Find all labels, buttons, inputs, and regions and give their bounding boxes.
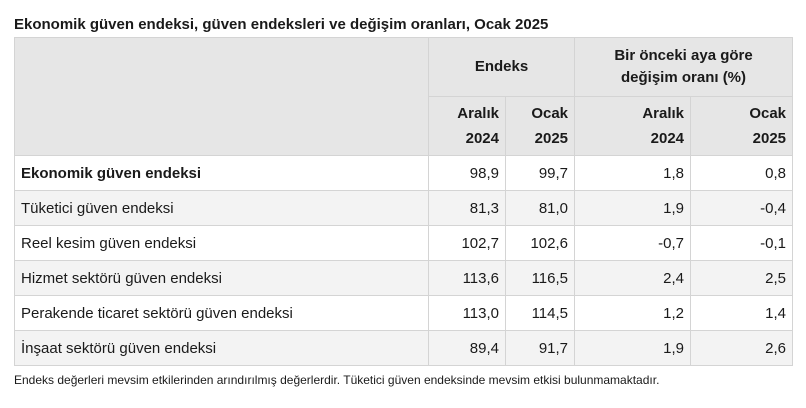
- cell-value: 98,9: [428, 155, 506, 191]
- row-label: Hizmet sektörü güven endeksi: [14, 260, 429, 296]
- header-col-change-dec: Aralık 2024: [574, 96, 692, 156]
- cell-value: 89,4: [428, 330, 506, 366]
- footnote: Endeks değerleri mevsim etkilerinden arı…: [14, 373, 660, 387]
- cell-value: 99,7: [504, 155, 576, 191]
- cell-value: 2,6: [690, 330, 794, 366]
- cell-value: 81,0: [504, 190, 576, 226]
- header-change-line2: değişim oranı (%): [621, 69, 747, 86]
- cell-value: 113,0: [428, 295, 506, 331]
- table-row: Reel kesim güven endeksi 102,7 102,6 -0,…: [14, 225, 794, 261]
- header-group-index: Endeks: [427, 37, 576, 97]
- cell-value: 2,5: [690, 260, 794, 296]
- cell-value: -0,7: [574, 225, 692, 261]
- cell-value: 114,5: [504, 295, 576, 331]
- cell-value: 102,7: [428, 225, 506, 261]
- row-label: Reel kesim güven endeksi: [14, 225, 429, 261]
- row-label: Tüketici güven endeksi: [14, 190, 429, 226]
- row-label: Perakende ticaret sektörü güven endeksi: [14, 295, 429, 331]
- table-row: Ekonomik güven endeksi 98,9 99,7 1,8 0,8: [14, 155, 794, 191]
- header-change-line1: Bir önceki aya göre: [614, 47, 753, 64]
- header-group-change: Bir önceki aya göre değişim oranı (%): [574, 37, 794, 97]
- cell-value: 1,4: [690, 295, 794, 331]
- row-label: İnşaat sektörü güven endeksi: [14, 330, 429, 366]
- header-col-change-jan: Ocak 2025: [690, 96, 794, 156]
- cell-value: 1,8: [574, 155, 692, 191]
- cell-value: 1,2: [574, 295, 692, 331]
- row-label: Ekonomik güven endeksi: [14, 155, 429, 191]
- header-empty-cell: [14, 37, 429, 156]
- table-row: Perakende ticaret sektörü güven endeksi …: [14, 295, 794, 331]
- cell-value: -0,1: [690, 225, 794, 261]
- cell-value: 102,6: [504, 225, 576, 261]
- cell-value: -0,4: [690, 190, 794, 226]
- header-col-index-dec: Aralık 2024: [428, 96, 506, 156]
- header-col-index-jan: Ocak 2025: [504, 96, 576, 156]
- confidence-index-table: Endeks Bir önceki aya göre değişim oranı…: [14, 37, 794, 366]
- table-row: Hizmet sektörü güven endeksi 113,6 116,5…: [14, 260, 794, 296]
- cell-value: 113,6: [428, 260, 506, 296]
- cell-value: 0,8: [690, 155, 794, 191]
- table-row: Tüketici güven endeksi 81,3 81,0 1,9 -0,…: [14, 190, 794, 226]
- cell-value: 116,5: [504, 260, 576, 296]
- cell-value: 2,4: [574, 260, 692, 296]
- table-title: Ekonomik güven endeksi, güven endeksleri…: [14, 16, 549, 33]
- cell-value: 1,9: [574, 190, 692, 226]
- cell-value: 91,7: [504, 330, 576, 366]
- cell-value: 1,9: [574, 330, 692, 366]
- cell-value: 81,3: [428, 190, 506, 226]
- table-row: İnşaat sektörü güven endeksi 89,4 91,7 1…: [14, 330, 794, 366]
